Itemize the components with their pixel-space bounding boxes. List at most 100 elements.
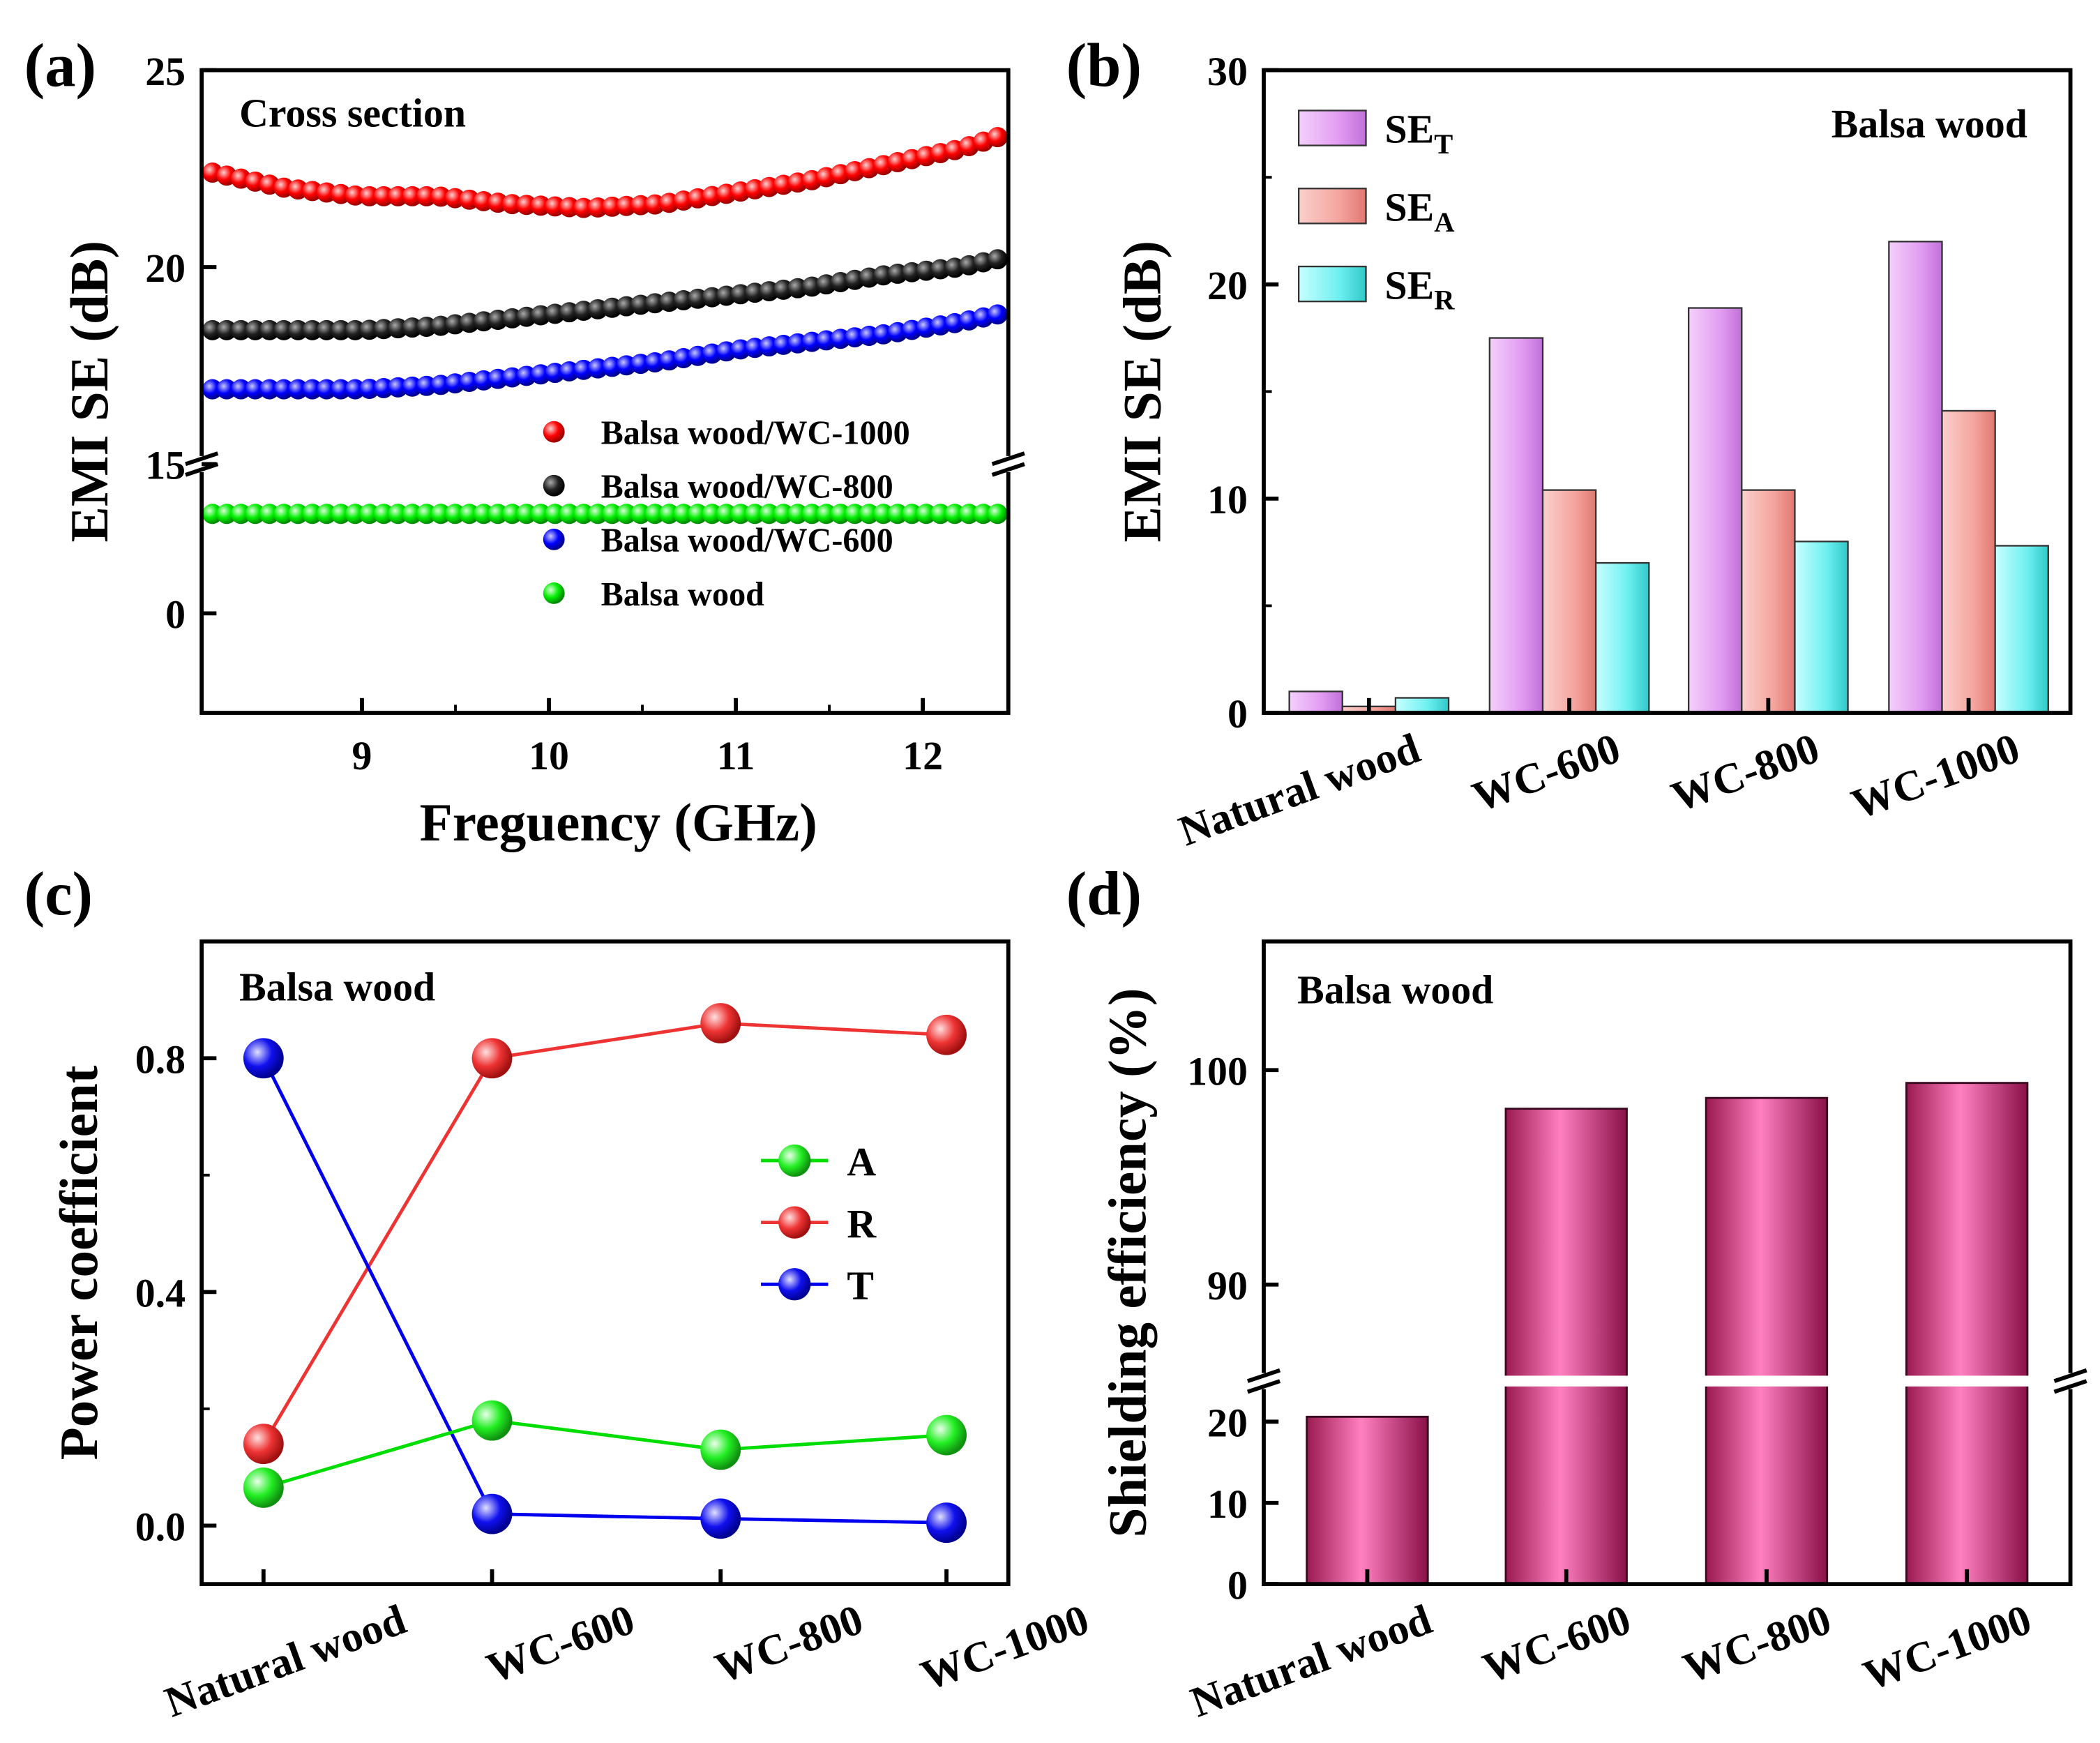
y-tick-label: 20 bbox=[1207, 263, 1248, 308]
legend-marker bbox=[543, 528, 565, 550]
panel-c-ylabel: Power coefficient bbox=[49, 1065, 109, 1460]
data-point bbox=[259, 319, 280, 340]
data-point bbox=[287, 379, 308, 400]
data-point bbox=[245, 504, 266, 525]
data-point bbox=[287, 319, 308, 340]
data-point bbox=[659, 504, 680, 525]
bar-fill bbox=[1905, 1082, 2029, 1585]
legend-marker bbox=[543, 421, 565, 443]
x-tick-label: WC-800 bbox=[709, 1596, 869, 1693]
panel-c-ticks: 0.0 0.4 0.8 Natural wood WC-600 WC-800 WC-1000 bbox=[135, 1036, 1095, 1726]
data-point bbox=[516, 504, 537, 525]
data-point bbox=[902, 504, 922, 525]
data-point bbox=[331, 379, 352, 400]
panel-a-break-mark-right bbox=[991, 462, 1025, 477]
panel-d-label: (d) bbox=[1066, 860, 1142, 928]
data-point bbox=[516, 195, 537, 216]
x-tick-label: WC-1000 bbox=[1857, 1596, 2037, 1700]
panel-b-label: (b) bbox=[1066, 32, 1142, 100]
data-point bbox=[216, 379, 237, 400]
data-point bbox=[787, 504, 808, 525]
bar-natural-wood bbox=[1306, 1415, 1429, 1585]
panel-a-break-mark-right bbox=[991, 451, 1025, 467]
data-point bbox=[302, 379, 323, 400]
bar-set bbox=[1687, 307, 1743, 714]
data-point bbox=[388, 318, 409, 339]
panel-a-annotation: Cross section bbox=[239, 91, 466, 136]
data-point bbox=[616, 504, 637, 525]
data-point bbox=[926, 1502, 967, 1544]
data-point bbox=[287, 504, 308, 525]
x-tick-label: WC-800 bbox=[1677, 1596, 1837, 1693]
x-tick-label: 11 bbox=[717, 733, 755, 778]
y-tick-label: 10 bbox=[1207, 477, 1248, 522]
data-point bbox=[416, 186, 437, 206]
data-point bbox=[602, 504, 623, 525]
data-point bbox=[688, 504, 708, 525]
panel-d: (d) 90 100 0 10 20 Natural wood WC-600 WC-800 WC… bbox=[1066, 860, 2090, 1726]
data-point bbox=[700, 1003, 741, 1043]
legend-label: SET bbox=[1384, 107, 1453, 160]
data-point bbox=[331, 319, 352, 340]
data-point bbox=[545, 196, 566, 217]
data-point bbox=[530, 504, 551, 525]
legend-label: T bbox=[847, 1262, 874, 1308]
data-point bbox=[616, 195, 637, 216]
legend-swatch bbox=[1297, 110, 1367, 146]
legend-label: SER bbox=[1384, 262, 1455, 315]
panel-c-frame bbox=[199, 939, 1011, 1587]
data-point bbox=[559, 504, 580, 525]
y-tick-label: 0.8 bbox=[135, 1036, 186, 1082]
data-point bbox=[987, 304, 1008, 325]
data-point bbox=[316, 319, 337, 340]
data-point bbox=[373, 504, 394, 525]
data-point bbox=[987, 127, 1008, 148]
legend-marker bbox=[778, 1268, 811, 1301]
data-point bbox=[231, 319, 251, 340]
y-tick-label: 0 bbox=[165, 592, 186, 637]
data-point bbox=[373, 378, 394, 398]
panel-a-legend: Balsa wood/WC-1000 Balsa wood/WC-800 Balsa… bbox=[543, 415, 910, 613]
data-point bbox=[345, 319, 365, 340]
data-point bbox=[916, 504, 937, 525]
panel-d-bars bbox=[1306, 1082, 2029, 1585]
data-point bbox=[345, 185, 365, 206]
bar-ser bbox=[1594, 561, 1650, 714]
data-point bbox=[545, 504, 566, 525]
series-a bbox=[243, 1400, 967, 1508]
data-point bbox=[216, 504, 237, 525]
panel-c-legend: ART bbox=[761, 1139, 877, 1308]
data-point bbox=[331, 504, 352, 525]
data-point bbox=[416, 375, 437, 396]
data-point bbox=[716, 504, 736, 525]
y-tick-label: 15 bbox=[145, 443, 186, 488]
data-point bbox=[926, 1014, 967, 1055]
data-point bbox=[587, 504, 608, 525]
data-point bbox=[673, 504, 694, 525]
panel-a-label: (a) bbox=[24, 32, 96, 100]
data-point bbox=[302, 504, 323, 525]
data-point bbox=[773, 504, 794, 525]
y-tick-label: 0 bbox=[1227, 1562, 1248, 1608]
y-tick-label: 90 bbox=[1207, 1263, 1248, 1308]
data-point bbox=[445, 504, 465, 525]
x-tick-label: WC-600 bbox=[1467, 725, 1626, 822]
legend-label: Balsa wood/WC-1000 bbox=[601, 415, 910, 452]
panel-a-frame bbox=[199, 68, 1011, 715]
data-point bbox=[402, 376, 423, 397]
data-point bbox=[958, 504, 979, 525]
data-point bbox=[501, 194, 522, 215]
data-point bbox=[830, 504, 851, 525]
legend-label: SEA bbox=[1384, 185, 1454, 238]
data-point bbox=[644, 504, 665, 525]
data-point bbox=[388, 186, 409, 206]
series-line bbox=[263, 1419, 947, 1490]
x-tick-label: 9 bbox=[352, 733, 372, 778]
panel-d-annotation: Balsa wood bbox=[1297, 967, 1493, 1012]
y-tick-label: 20 bbox=[1207, 1401, 1248, 1446]
data-point bbox=[700, 1498, 741, 1539]
bar-fill bbox=[1306, 1415, 1429, 1585]
x-tick-label: 12 bbox=[902, 733, 943, 778]
y-tick-label: 10 bbox=[1207, 1481, 1248, 1527]
series-t bbox=[243, 1038, 967, 1544]
